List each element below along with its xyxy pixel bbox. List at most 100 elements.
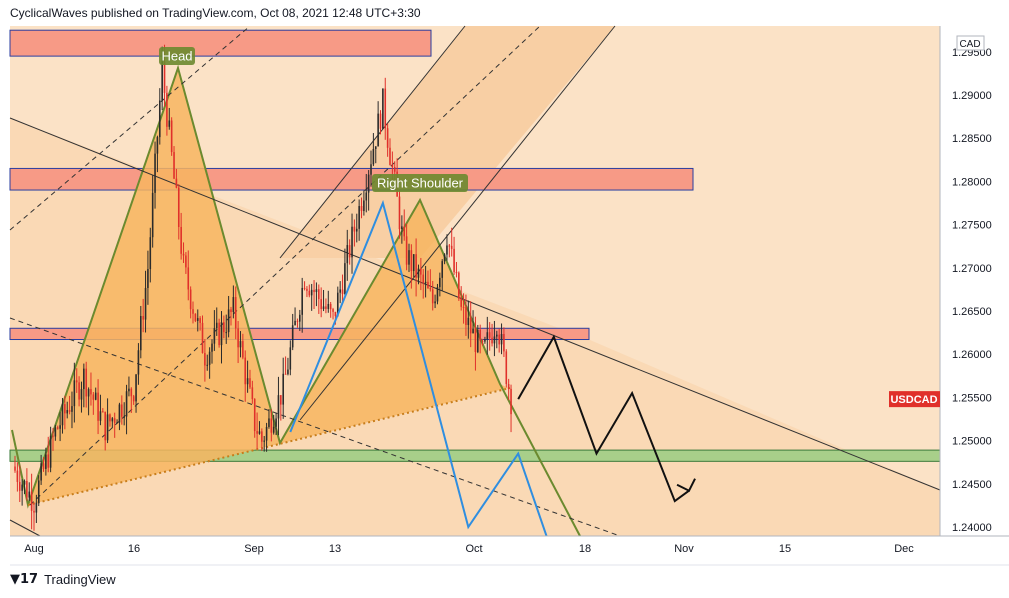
candle-body xyxy=(23,480,26,485)
candle-body xyxy=(353,226,356,232)
candle-body xyxy=(294,320,296,326)
candle-body xyxy=(40,463,42,481)
candle-body xyxy=(291,325,294,348)
candle-body xyxy=(204,352,206,366)
candle-body xyxy=(460,298,462,307)
candle-body xyxy=(417,268,420,278)
candle-body xyxy=(196,318,199,321)
candle-body xyxy=(158,100,161,138)
candle-body xyxy=(56,427,59,429)
candle-body xyxy=(282,373,284,405)
candle-body xyxy=(393,166,396,172)
x-tick-label: 16 xyxy=(128,543,140,555)
currency-label: CAD xyxy=(959,39,980,50)
candle-body xyxy=(306,288,308,291)
head-shoulders-fill xyxy=(28,68,508,505)
candle-body xyxy=(132,396,135,402)
head-dashed-line xyxy=(9,25,251,231)
candle-body xyxy=(296,320,299,322)
candle-body xyxy=(498,334,500,345)
channel-upper-line xyxy=(279,25,466,259)
candle-body xyxy=(370,164,372,175)
candle-body xyxy=(59,425,61,429)
x-tick-label: Nov xyxy=(674,543,694,555)
candle-body xyxy=(348,245,351,258)
blue-projection-path xyxy=(289,199,555,558)
candle-body xyxy=(156,137,159,154)
candle-body xyxy=(448,245,451,247)
y-tick-label: 1.28000 xyxy=(952,176,992,188)
candle-body xyxy=(85,368,88,397)
candle-body xyxy=(220,322,223,346)
candle-body xyxy=(401,226,403,230)
y-tick-label: 1.24500 xyxy=(952,479,992,491)
candle-body xyxy=(403,226,406,237)
candle-body xyxy=(277,395,280,419)
candle-body xyxy=(78,382,80,400)
candle-body xyxy=(446,245,448,255)
candle-body xyxy=(455,272,458,274)
candle-body xyxy=(163,61,166,93)
y-tick-label: 1.25500 xyxy=(952,392,992,404)
candle-body xyxy=(106,414,109,441)
candle-body xyxy=(491,337,493,344)
candle-body xyxy=(161,61,163,101)
candle-body xyxy=(83,368,85,390)
candle-body xyxy=(363,200,365,212)
candle-body xyxy=(436,287,439,302)
candle-body xyxy=(408,250,410,265)
candle-body xyxy=(336,292,339,317)
candle-body xyxy=(201,322,204,353)
channel-lower-line xyxy=(299,25,616,421)
y-tick-label: 1.24000 xyxy=(952,522,992,534)
candle-body xyxy=(377,113,379,147)
candle-body xyxy=(344,263,346,294)
candle-body xyxy=(234,297,237,329)
candle-body xyxy=(125,391,128,417)
candle-body xyxy=(68,410,71,412)
candle-body xyxy=(365,192,368,201)
candle-body xyxy=(256,431,258,434)
candle-body xyxy=(301,287,303,315)
bottom-left-line xyxy=(9,519,41,537)
candle-body xyxy=(45,454,47,469)
candle-body xyxy=(510,388,512,415)
candle-body xyxy=(327,303,330,309)
candle-body xyxy=(151,192,154,238)
y-tick-label: 1.27000 xyxy=(952,263,992,275)
candle-body xyxy=(37,480,40,503)
candle-body xyxy=(21,484,23,491)
candle-body xyxy=(272,426,275,433)
candle-body xyxy=(474,328,477,353)
x-tick-label: 18 xyxy=(579,543,591,555)
candle-body xyxy=(14,466,16,471)
candle-body xyxy=(111,418,114,422)
descending-trendline xyxy=(9,117,941,491)
candle-body xyxy=(360,206,363,212)
candle-body xyxy=(453,248,455,273)
candle-body xyxy=(26,480,28,498)
candle-body xyxy=(135,374,137,402)
candle-body xyxy=(130,388,133,397)
candle-body xyxy=(310,289,313,296)
candle-body xyxy=(270,418,273,433)
candle-body xyxy=(75,380,78,383)
candle-body xyxy=(182,253,185,256)
candle-body xyxy=(137,350,140,375)
candle-body xyxy=(147,269,149,288)
candle-body xyxy=(73,380,76,407)
candle-body xyxy=(503,334,505,352)
candle-body xyxy=(54,427,57,437)
candle-body xyxy=(223,322,225,333)
candle-body xyxy=(434,301,436,304)
candle-body xyxy=(486,332,489,340)
candle-body xyxy=(189,289,192,310)
candle-body xyxy=(123,416,125,418)
candle-body xyxy=(410,250,413,272)
candle-body xyxy=(472,328,474,334)
candle-body xyxy=(320,299,322,310)
candle-body xyxy=(35,502,38,513)
candle-body xyxy=(49,435,52,468)
candle-body xyxy=(42,463,45,469)
